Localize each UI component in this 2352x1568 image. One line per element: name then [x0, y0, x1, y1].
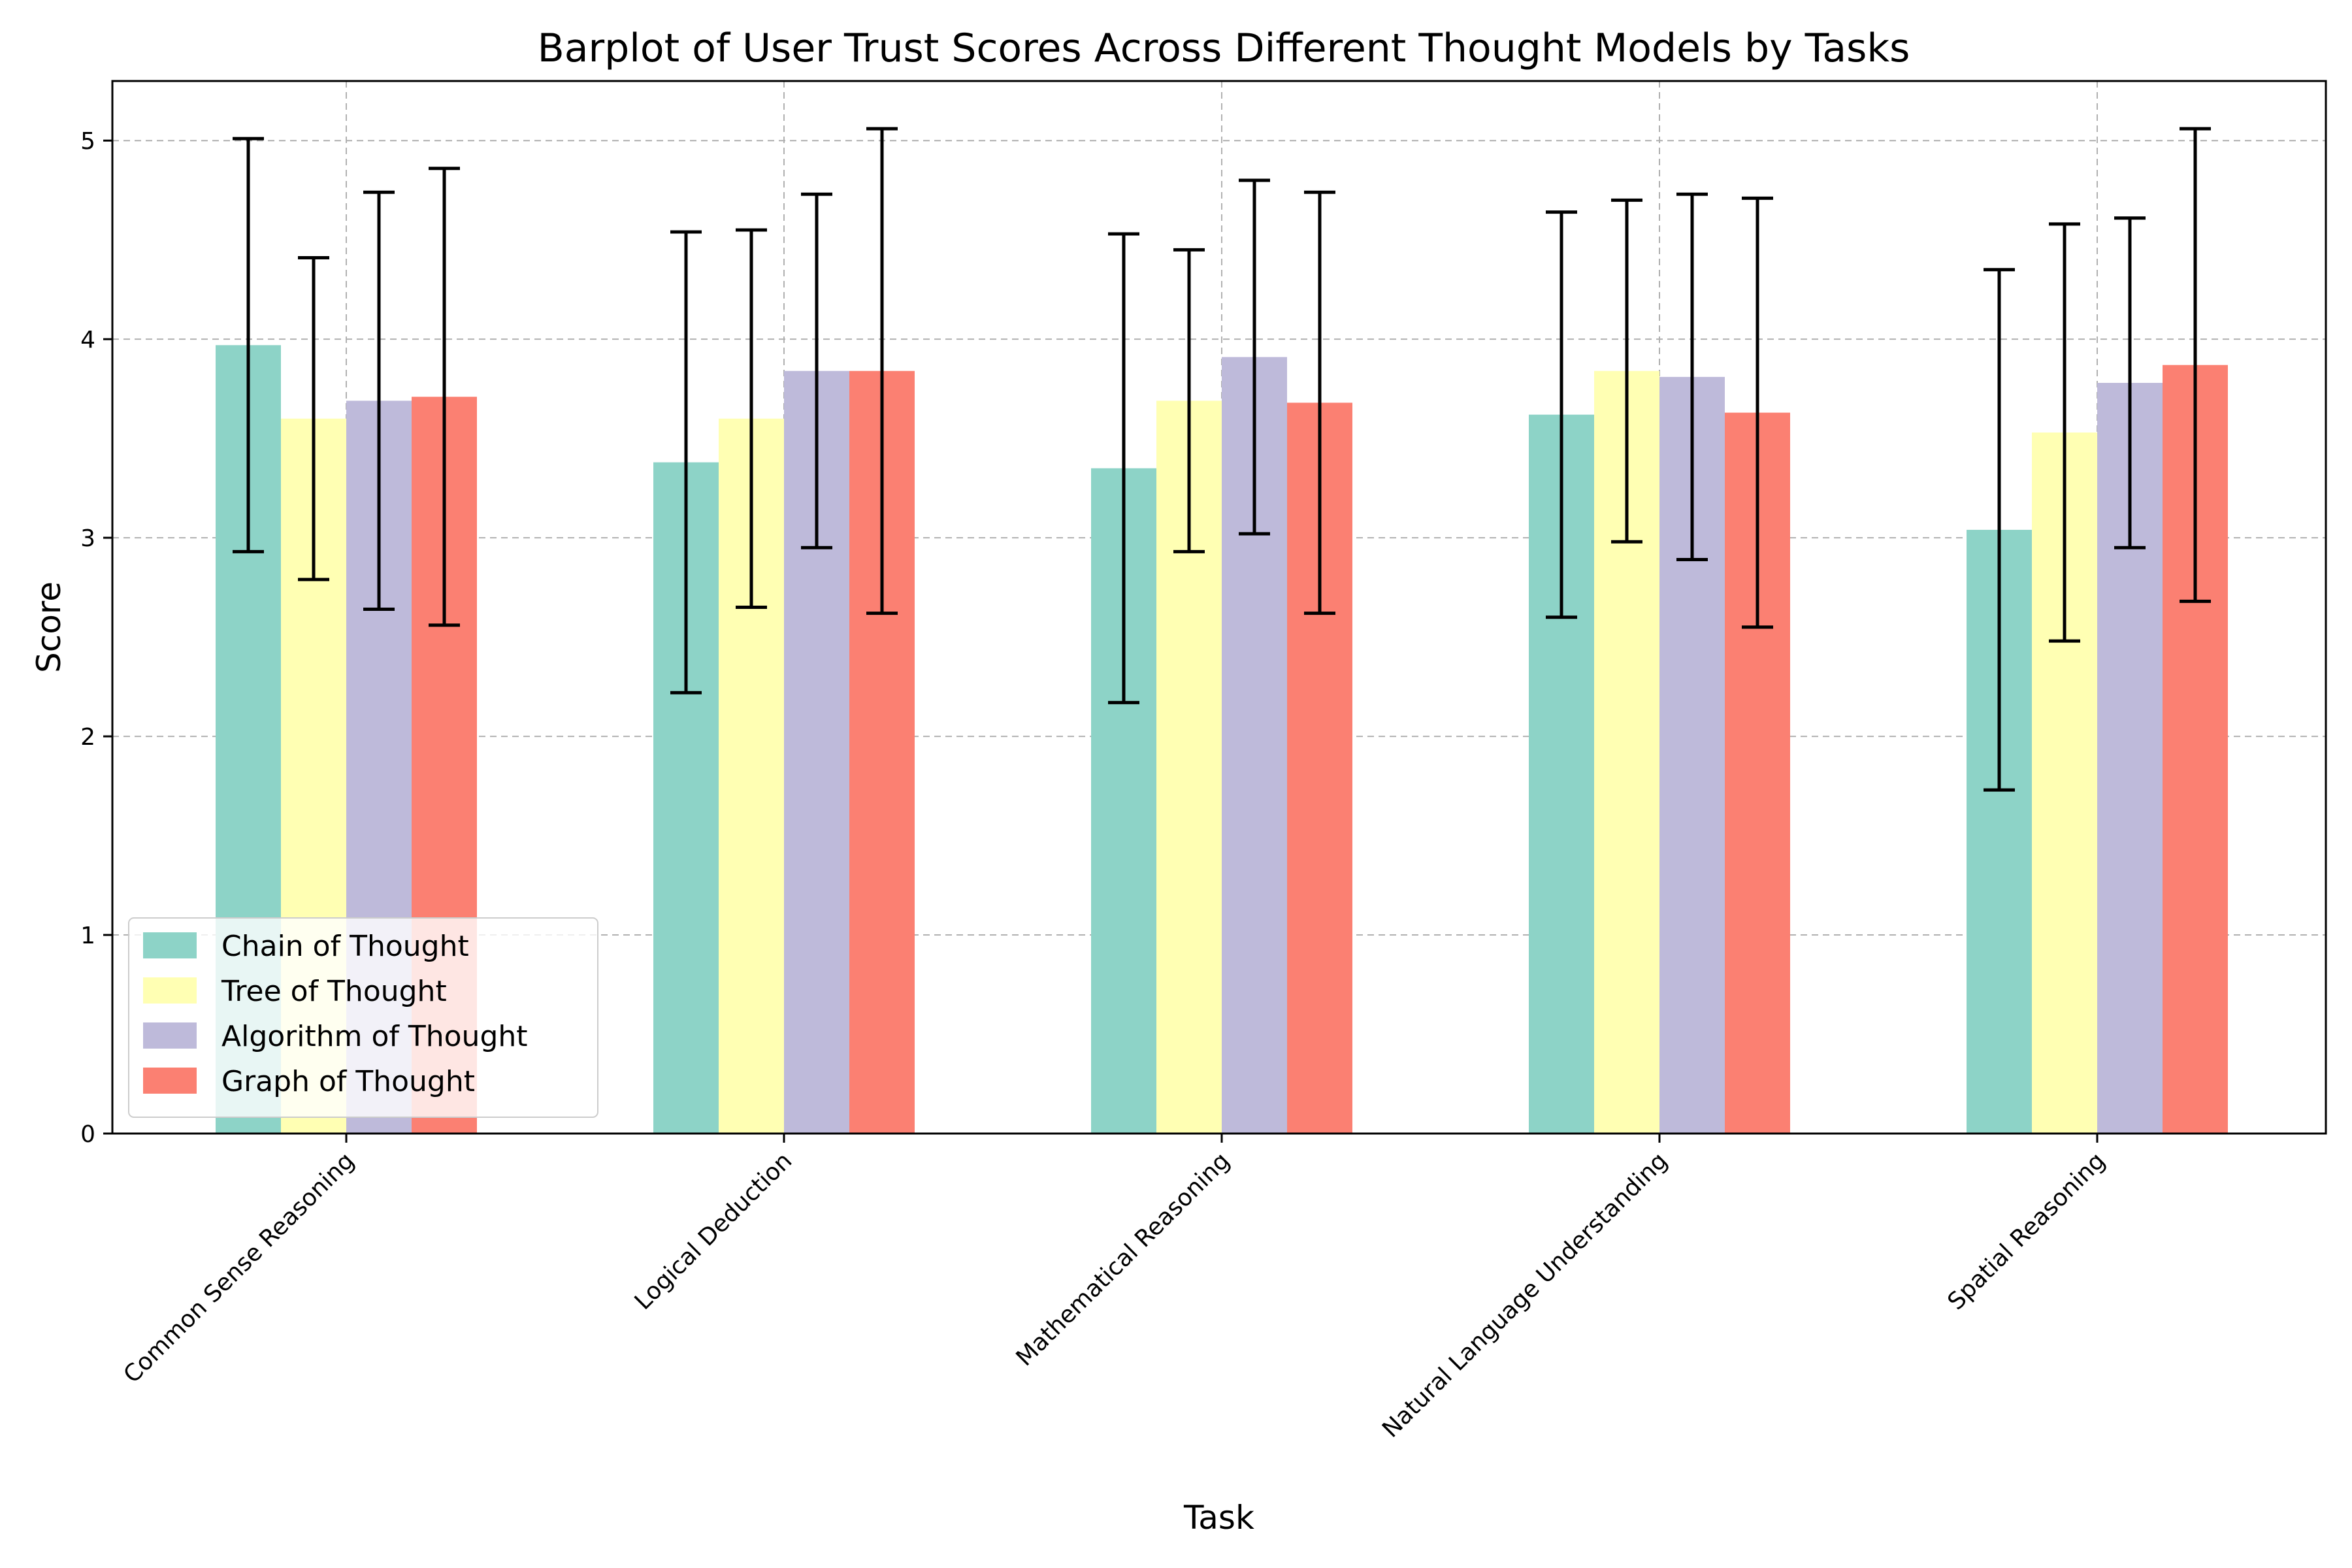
legend-swatch — [143, 1022, 197, 1049]
y-tick-label: 3 — [80, 525, 95, 552]
legend-swatch — [143, 1068, 197, 1094]
legend: Chain of Thought Tree of Thought Algorithm… — [128, 917, 598, 1118]
legend-swatch — [143, 932, 197, 958]
legend-label: Tree of Thought — [221, 975, 447, 1008]
x-axis-label: Task — [1183, 1499, 1254, 1537]
legend-label: Algorithm of Thought — [221, 1020, 528, 1053]
legend-label: Graph of Thought — [221, 1065, 475, 1098]
legend-swatch — [143, 977, 197, 1004]
y-axis-label: Score — [30, 581, 68, 673]
error-bars — [233, 127, 2211, 792]
plot-frame — [111, 80, 2327, 1135]
y-tick-label: 0 — [80, 1121, 95, 1148]
y-tick-label: 1 — [80, 923, 95, 949]
chart-title: Barplot of User Trust Scores Across Diff… — [538, 25, 1910, 71]
y-tick-label: 2 — [80, 724, 95, 751]
y-axis-ticks: 0 1 2 3 4 5 — [80, 128, 112, 1148]
y-tick-label: 5 — [80, 128, 95, 155]
legend-box — [128, 917, 598, 1118]
y-tick-label: 4 — [80, 327, 95, 353]
legend-label: Chain of Thought — [221, 930, 469, 963]
